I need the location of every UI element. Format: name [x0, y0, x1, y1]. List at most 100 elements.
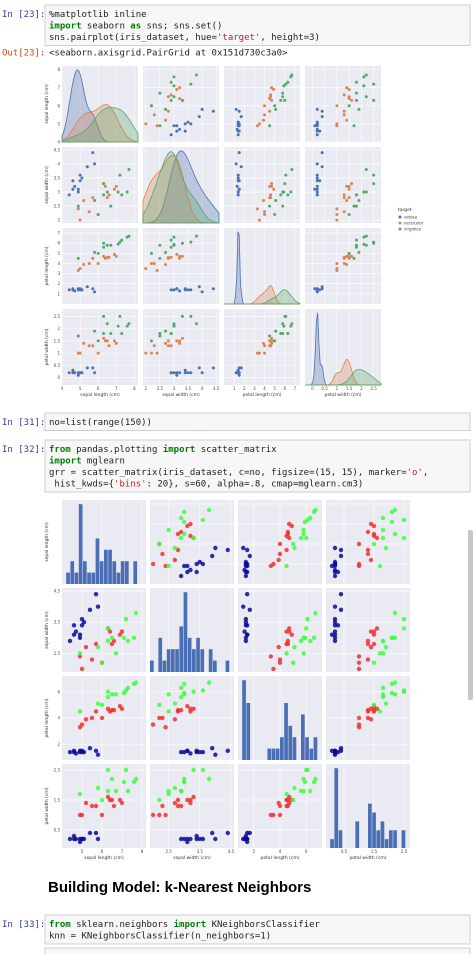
scatter-point [127, 168, 131, 172]
scatter-point [335, 218, 339, 222]
scatter-point [392, 531, 398, 537]
panel [143, 66, 219, 142]
scatter-point [96, 213, 100, 217]
scatter-point [169, 371, 173, 375]
scatter-point [284, 547, 289, 553]
panel [62, 764, 146, 848]
kde-area [224, 289, 301, 305]
scatter-point [175, 803, 181, 809]
histogram-bar [87, 572, 91, 584]
panel [62, 66, 138, 142]
scatter-point [292, 644, 297, 650]
x-axis-label: sepal length (cm) [80, 392, 120, 398]
histogram-bar [196, 637, 200, 672]
scatter-point [313, 187, 317, 191]
scatter-point [213, 752, 218, 757]
scatter-point [166, 256, 170, 260]
scatter-point [133, 680, 139, 685]
scatter-point [77, 791, 83, 797]
scatter-point [158, 124, 162, 128]
next-cell[interactable] [44, 947, 471, 954]
x-axis-label: petal length (cm) [243, 392, 282, 398]
scatter-point [169, 344, 173, 348]
histogram-bar [112, 561, 117, 584]
scatter-point [401, 688, 407, 693]
scatter-point [244, 632, 250, 637]
scatter-point [304, 626, 309, 631]
scatter-point [102, 245, 106, 249]
histogram-bar [99, 561, 104, 584]
scatter-point [301, 788, 306, 794]
y-tick-label: 1.5 [54, 798, 61, 803]
x-tick-label: 5 [273, 386, 276, 391]
scrollbar[interactable] [468, 530, 473, 700]
scatter-point [356, 722, 362, 727]
scatter-point [152, 113, 156, 117]
panel [143, 228, 219, 304]
scatter-point [71, 749, 77, 755]
scatter-point [178, 529, 184, 535]
scatter-point [290, 660, 296, 665]
scatter-point [189, 314, 193, 318]
scatter-point [160, 551, 165, 557]
scatter-point [91, 196, 95, 200]
legend-marker [398, 221, 402, 225]
scatter-point [76, 190, 80, 194]
scatter-point [392, 507, 398, 513]
scatter-point [380, 527, 386, 533]
panel [224, 66, 300, 142]
scatter-point [172, 785, 178, 791]
scatter-point [194, 569, 199, 575]
scatter-point [105, 243, 109, 247]
scatter-point [172, 322, 176, 326]
scatter-point [298, 638, 304, 644]
scatter-point [113, 651, 119, 656]
scatter-point [185, 748, 190, 754]
scatter-point [71, 179, 75, 183]
scatter-point [315, 193, 319, 197]
scatter-point [93, 803, 99, 809]
scatter-point [164, 118, 168, 122]
scatter-point [284, 791, 289, 797]
scatter-point [281, 204, 285, 208]
code-cell[interactable] [44, 4, 471, 46]
scatter-point [188, 836, 193, 842]
scatter-point [67, 371, 71, 375]
scatter-point [127, 234, 131, 238]
scatter-point [211, 287, 215, 291]
histogram-bar [213, 660, 217, 672]
code-cell[interactable] [44, 439, 471, 493]
scatter-point [342, 210, 346, 214]
scatter-point [239, 165, 243, 169]
scatter-point [166, 709, 171, 714]
scatter-point [183, 129, 187, 133]
scatter-point [290, 541, 296, 547]
scatter-point [377, 563, 383, 569]
x-tick-label: 4 [263, 386, 266, 391]
scatter-point [277, 657, 283, 662]
scatter-point [99, 702, 105, 708]
code-cell[interactable] [44, 412, 471, 431]
scatter-point [243, 573, 249, 579]
histogram-bar [179, 626, 184, 672]
code-token: import [49, 21, 82, 32]
scatter-point [166, 563, 171, 569]
scatter-point [105, 626, 111, 631]
scatter-point [274, 107, 278, 111]
histogram-bar [338, 830, 343, 848]
scatter-point [149, 251, 153, 255]
code-token: scatter_matrix [195, 445, 277, 455]
scatter-point [87, 745, 93, 751]
histogram-bar [280, 737, 284, 760]
scatter-point [315, 129, 319, 133]
code-token: sklearn.neighbors [71, 920, 174, 930]
scatter-point [315, 190, 319, 194]
scatter-point [111, 638, 117, 644]
scatter-point [274, 329, 278, 333]
scatter-point [164, 329, 168, 333]
scatter-point [368, 557, 374, 563]
scatter-point [152, 261, 156, 265]
code-cell[interactable] [44, 914, 471, 945]
scatter-point [365, 551, 371, 557]
scatter-point [120, 193, 124, 197]
